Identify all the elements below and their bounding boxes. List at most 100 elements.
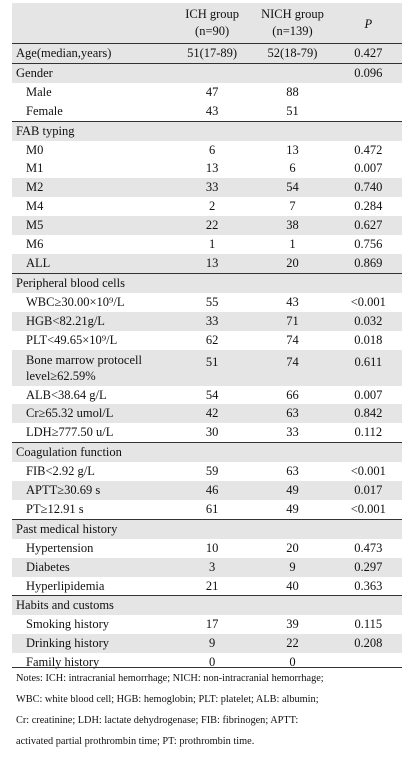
ich-value: 55 [205, 294, 219, 309]
nich-value: 43 [286, 294, 299, 309]
ich-value: 6 [208, 142, 216, 157]
table-row: PLT<49.65×10⁹/L 62 74 0.018 [12, 331, 402, 350]
nich-value: 9 [250, 557, 335, 577]
row-label: WBC≥30.00×10⁹/L [26, 294, 125, 309]
p-value: 0.473 [354, 540, 383, 555]
row-label: APTT≥30.69 s [12, 481, 174, 500]
p-value: 0.284 [354, 199, 383, 214]
section-row: Peripheral blood cells [12, 273, 402, 293]
table-row: ALL 13 20 0.869 [12, 253, 402, 274]
p-value: 0.007 [354, 387, 383, 402]
nich-value: 54 [250, 178, 335, 198]
nich-value [250, 63, 335, 83]
nich-value: 52(18-79) [250, 43, 335, 64]
ich-value: 61 [205, 501, 219, 516]
p-value [335, 83, 402, 102]
table-row: Smoking history 17 39 0.115 [12, 615, 402, 634]
table-row: LDH≥777.50 u/L 30 33 0.112 [12, 423, 402, 442]
ich-value: 42 [173, 404, 251, 424]
table-row: Diabetes 3 9 0.297 [12, 557, 402, 577]
p-value: 0.112 [354, 425, 383, 440]
notes-line: Notes: ICH: intracranial hemorrhage; NIC… [16, 673, 324, 684]
nich-value [250, 519, 335, 539]
table-row: Hypertension 10 20 0.473 [12, 539, 402, 558]
table-row: Family history 0 0 [12, 653, 402, 672]
row-label: M4 [26, 199, 44, 214]
row-label: Hyperlipidemia [26, 578, 105, 593]
row-label: Diabetes [12, 557, 174, 577]
section-row: Habits and customs [12, 595, 402, 616]
p-value: 0.472 [354, 142, 383, 157]
row-label: Gender [12, 63, 174, 83]
ich-value: 13 [173, 253, 251, 274]
nich-value: 20 [286, 540, 299, 555]
row-label: Cr≥65.32 umol/L [12, 404, 174, 424]
nich-value: 33 [286, 425, 299, 440]
ich-value: 2 [208, 199, 216, 214]
nich-value: 38 [250, 216, 335, 236]
table-row: M1 13 6 0.007 [12, 159, 402, 178]
p-value: 0.032 [334, 311, 402, 331]
ich-value [173, 595, 251, 616]
row-label: Drinking history [12, 634, 174, 654]
row-label: M6 [26, 237, 44, 252]
p-value: 0.842 [334, 404, 402, 424]
header-row-n: (n=90) (n=139) [12, 23, 402, 44]
nich-value: 63 [286, 464, 299, 479]
row-label: Age(median,years) [12, 43, 174, 64]
table-row: M2 33 54 0.740 [12, 178, 402, 198]
row-label: FIB<2.92 g/L [26, 464, 95, 479]
ich-value: 43 [205, 103, 219, 118]
row-label: Coagulation function [12, 442, 174, 463]
ich-value: 17 [205, 617, 219, 632]
row-label: HGB<82.21g/L [12, 311, 174, 331]
table-row: Cr≥65.32 umol/L 42 63 0.842 [12, 404, 402, 424]
ich-value: 47 [205, 84, 219, 99]
row-label: Female [26, 103, 63, 118]
header-ich-n: (n=90) [173, 23, 251, 44]
nich-value: 63 [250, 404, 335, 424]
ich-value [173, 442, 251, 463]
header-blank [12, 3, 174, 23]
p-value: 0.007 [354, 161, 383, 176]
row-label: Smoking history [26, 617, 109, 632]
ich-value: 9 [173, 634, 251, 654]
row-label: M0 [26, 142, 44, 157]
p-value: 0.627 [334, 216, 402, 236]
p-value: 0.018 [354, 332, 383, 347]
table-row: Bone marrow protocell level≥62.59% 51 74 0.… [12, 349, 402, 386]
row-label: ALB<38.64 g/L [26, 387, 107, 402]
section-row: Gender 0.096 [12, 63, 402, 83]
ich-value: 0 [208, 655, 216, 670]
table-notes: Notes: ICH: intracranial hemorrhage; NIC… [12, 667, 402, 752]
ich-value: 51(17-89) [173, 43, 251, 64]
table-row: FIB<2.92 g/L 59 63 <0.001 [12, 462, 402, 481]
table-row: M0 6 13 0.472 [12, 141, 402, 160]
p-value: 0.208 [334, 634, 402, 654]
p-value [334, 273, 402, 293]
ich-value: 51 [173, 349, 251, 386]
table-row: M5 22 38 0.627 [12, 216, 402, 236]
nich-value: 6 [289, 161, 296, 176]
table-row: Male 47 88 [12, 83, 402, 102]
ich-value: 54 [205, 387, 219, 402]
nich-value: 0 [289, 655, 296, 670]
header-ich: ICH group [173, 3, 251, 23]
nich-value [250, 595, 335, 616]
notes-line: WBC: white blood cell; HGB: hemoglobin; … [16, 694, 319, 705]
section-row: Coagulation function [12, 442, 402, 463]
header-row: ICH group NICH group P [12, 3, 402, 44]
data-table: ICH group NICH group P (n=90) (n=139) Ag… [12, 3, 402, 672]
row-label: Peripheral blood cells [12, 273, 174, 293]
row-label: Habits and customs [12, 595, 174, 616]
row-label: Family history [26, 655, 100, 670]
nich-value: 22 [250, 634, 335, 654]
table-row: ALB<38.64 g/L 54 66 0.007 [12, 386, 402, 405]
p-value [334, 121, 402, 141]
row-label: Male [26, 84, 52, 99]
table-row: HGB<82.21g/L 33 71 0.032 [12, 311, 402, 331]
p-value: 0.869 [334, 253, 402, 274]
table-body: Age(median,years) 51(17-89) 52(18-79) 0.427… [12, 43, 402, 673]
ich-value: 10 [205, 540, 219, 555]
p-value: 0.756 [354, 237, 383, 252]
